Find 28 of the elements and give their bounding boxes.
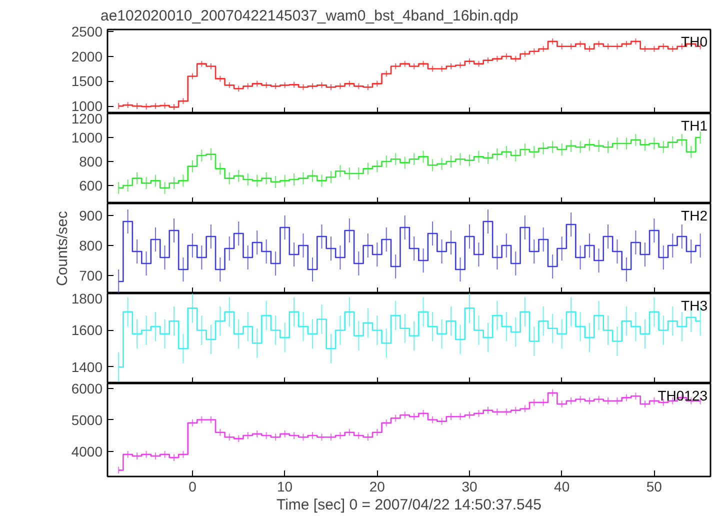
y-tick-label: 1500 [71, 73, 103, 90]
x-tick-label: 40 [554, 478, 570, 494]
y-tick-label: 1600 [71, 322, 103, 338]
y-tick-label: 700 [79, 268, 103, 284]
y-tick-label: 600 [79, 178, 103, 194]
series-label: TH1 [681, 118, 708, 134]
x-tick-label: 50 [646, 478, 662, 494]
y-tick-label: 5000 [71, 412, 103, 428]
x-tick-label: 10 [277, 478, 293, 494]
chart-title: ae102020010_20070422145037_wam0_bst_4band_16bin.qdp [100, 8, 518, 24]
x-tick-label: 30 [462, 478, 478, 494]
y-axis-title: Counts/sec [54, 210, 72, 286]
y-tick-label: 900 [79, 208, 103, 224]
y-tick-label: 6000 [71, 380, 103, 396]
y-tick-label: 2000 [71, 48, 103, 64]
x-tick-label: 0 [188, 478, 197, 494]
y-tick-label: 800 [79, 238, 103, 254]
y-tick-label: 4000 [71, 443, 103, 460]
x-axis-title: Time [sec] 0 = 2007/04/22 14:50:37.545 [276, 496, 542, 514]
y-tick-label: 1800 [71, 290, 103, 306]
series-label: TH0 [681, 34, 708, 50]
y-tick-label: 2500 [71, 23, 103, 40]
y-tick-label: 1400 [71, 358, 103, 375]
series-label: TH0123 [658, 388, 708, 404]
y-tick-label: 1000 [71, 130, 103, 146]
series-label: TH2 [681, 208, 708, 224]
y-tick-label: 800 [79, 154, 103, 170]
x-tick-label: 20 [369, 478, 386, 494]
